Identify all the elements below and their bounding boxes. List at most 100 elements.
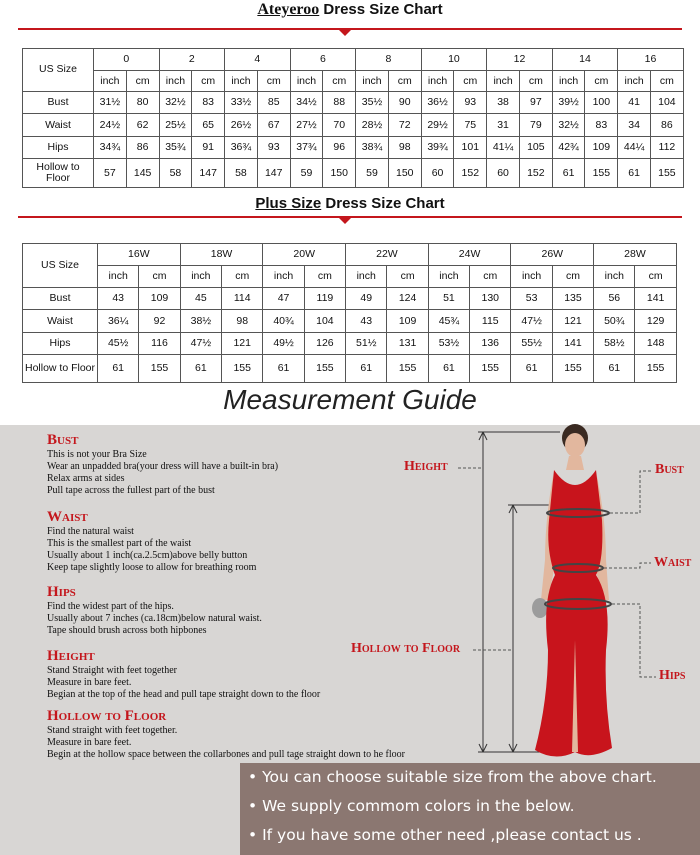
notes-box: You can choose suitable size from the ab… (240, 763, 700, 855)
guide-line: Tape should brush across both hipbones (47, 625, 207, 636)
cell: 36½ (420, 90, 455, 115)
guide-title: Measurement Guide (223, 384, 477, 415)
note: If you have some other need ,please cont… (248, 826, 642, 844)
cell: 155 (650, 158, 684, 188)
cell: 39½ (551, 90, 586, 115)
cell: 59 (355, 158, 389, 188)
row-label: Hollow to Floor (22, 353, 98, 384)
cell: 150 (387, 158, 422, 188)
guide-heading: Hollow to Floor (47, 708, 167, 724)
note: You can choose suitable size from the ab… (248, 768, 657, 786)
hips-label: Hips (659, 668, 686, 683)
guide-line: Measure in bare feet. (47, 677, 132, 688)
guide-line: Relax arms at sides (47, 473, 125, 484)
size-header: 8 (355, 47, 422, 72)
size-row: US Size 16W 18W 20W 22W 24W 26W 28W (22, 242, 677, 289)
guide-line: This is not your Bra Size (47, 449, 147, 460)
cell: 148 (634, 331, 677, 355)
rule-pointer (339, 218, 351, 224)
cell: 61 (345, 353, 388, 384)
measure-row: Hips 34¾ 86 35¾ 91 36¾ 93 37¾ 96 38¾ 98 39¾ 101 41¼ 10… (22, 135, 684, 160)
cell: 61 (427, 353, 471, 384)
cell: 155 (303, 353, 347, 384)
guide-line: This is the smallest part of the waist (47, 538, 192, 549)
rule-pointer (339, 30, 351, 36)
size-header: 4 (224, 47, 291, 72)
measure-row: Bust 43 109 45 114 47 119 49 124 51 130 53 135 56 141 (22, 287, 677, 311)
guide-line: Measure in bare feet. (47, 737, 132, 748)
brand: Ateyeroo (257, 1, 320, 18)
size-header: 10 (420, 47, 488, 72)
cell: 112 (650, 135, 684, 160)
cell: 34¾ (93, 135, 127, 160)
cell: 36¾ (224, 135, 258, 160)
measure-row: Waist 36¼ 92 38½ 98 40¾ 104 43 109 45¾ 115 47½ 121 50… (22, 309, 677, 333)
cell: 96 (322, 135, 357, 160)
cell: 61 (593, 353, 636, 384)
cell: 145 (125, 158, 160, 188)
bust-label: Bust (655, 462, 684, 477)
guide-line: Find the natural waist (47, 526, 134, 537)
plus-size-table: US Size 16W 18W 20W 22W 24W 26W 28W inch cm inch cm… (22, 242, 677, 384)
guide-heading: Waist (47, 509, 88, 525)
unit: inch (262, 265, 305, 289)
row-label: Bust (22, 90, 94, 115)
cell: 61 (551, 158, 586, 188)
cell: 147 (256, 158, 291, 188)
cell: 60 (486, 158, 520, 188)
size-header: 16 (617, 47, 684, 72)
guide-line: Usually about 7 inches (ca.18cm)below na… (47, 613, 262, 624)
size-row: US Size 0 2 4 6 8 10 12 14 16 (22, 47, 684, 92)
cell: 86 (650, 113, 684, 137)
guide-line: Usually about 1 inch(ca.2.5cm)above bell… (47, 550, 248, 561)
measure-row: Waist 24½ 62 25½ 65 26½ 67 27½ 70 28½ 72 29½ 75 31 79 3… (22, 113, 684, 137)
corner-label: US Size (22, 48, 94, 92)
guide-line: Begin at the hollow space between the co… (47, 749, 405, 760)
rule (18, 216, 682, 218)
cell: 104 (650, 90, 684, 115)
cell: 58 (158, 158, 193, 188)
cell: 60 (420, 158, 455, 188)
title-lead: Plus Size (255, 195, 322, 212)
guide-line: Find the widest part of the hips. (47, 601, 174, 612)
cell: 61 (617, 158, 652, 188)
waist-label: Waist (654, 555, 692, 570)
guide-line: Begian at the top of the head and pull t… (47, 689, 321, 700)
guide-line: Pull tape across the fullest part of the… (47, 485, 215, 496)
guide-heading: Hips (47, 584, 76, 600)
cell: 104 (303, 309, 347, 333)
rule (18, 28, 682, 30)
cell: 155 (386, 353, 429, 384)
cell: 98 (387, 135, 422, 160)
cell: 61 (179, 353, 223, 384)
cell: 57 (93, 158, 127, 188)
size-header: 0 (93, 47, 160, 72)
guide-heading: Height (47, 648, 95, 664)
size-chart-title: Ateyeroo Dress Size Chart (0, 1, 700, 19)
unit-row: inch cm inch cm inch cm inch cm inch cm inch cm inch… (23, 70, 684, 92)
guide-line: Stand straight with feet together. (47, 725, 178, 736)
size-table: US Size 0 2 4 6 8 10 12 14 16 inch cm inch cm inch cm in… (22, 47, 684, 188)
cell: 150 (322, 158, 357, 188)
guide-line: Stand Straight with feet together (47, 665, 177, 676)
guide-line: Wear an unpadded bra(your dress will hav… (47, 461, 279, 472)
size-header: 6 (289, 47, 357, 72)
cell: 155 (634, 353, 677, 384)
measure-row: Hollow to Floor 61 155 61 155 61 155 61 155 61 155… (22, 353, 677, 384)
cell: 31½ (93, 90, 127, 115)
measure-row: Hollow to Floor 57 145 58 147 58 147 59 150 59 150… (22, 158, 684, 188)
cell: 24½ (93, 113, 127, 137)
title: Dress Size Chart (323, 1, 443, 18)
measure-row: Hips 45½ 116 47½ 121 49½ 126 51½ 131 53½ 136 55½ 141… (22, 331, 677, 355)
hollow-label: Hollow to Floor (351, 641, 461, 656)
cell: 155 (221, 353, 264, 384)
cell: 155 (469, 353, 512, 384)
row-label: Hollow to Floor (22, 158, 94, 188)
cell: 152 (453, 158, 488, 188)
height-label: Height (404, 459, 448, 474)
cell: 131 (386, 331, 429, 355)
cell: 61 (262, 353, 305, 384)
measure-row: Bust 31½ 80 32½ 83 33½ 85 34½ 88 35½ 90 36½ 93 38 97 39… (22, 90, 684, 115)
